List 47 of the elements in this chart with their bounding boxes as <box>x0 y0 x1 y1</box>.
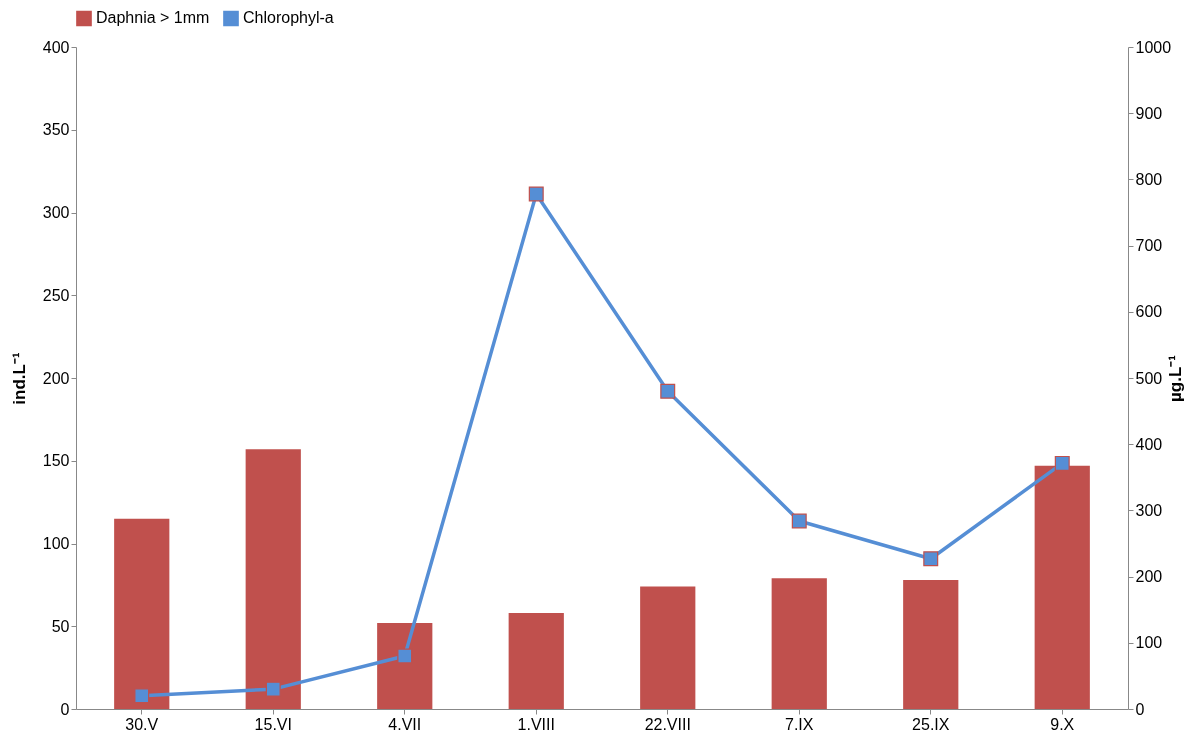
y2-tick-label: 1000 <box>1135 38 1172 56</box>
y-tick-label: 0 <box>60 700 70 718</box>
y2-tick-label: 100 <box>1135 634 1163 652</box>
legend-label: Chlorophyl-a <box>243 9 334 27</box>
y-tick-label: 100 <box>42 535 70 552</box>
y2-tick-label: 300 <box>1135 501 1163 519</box>
x-tick-label: 25.IX <box>912 715 950 733</box>
y2-tick-label: 800 <box>1135 170 1163 188</box>
y-tick-label: 350 <box>42 121 70 139</box>
x-tick-label: 22.VIII <box>644 715 691 733</box>
bar <box>114 518 170 709</box>
point <box>528 186 544 202</box>
x-tick-label: 30.V <box>125 715 159 733</box>
bar <box>245 449 301 709</box>
y2-tick-label: 200 <box>1135 568 1163 586</box>
y2-tick-label: 400 <box>1135 435 1163 453</box>
legend-label: Daphnia > 1mm <box>96 9 210 27</box>
y-tick-label: 250 <box>42 286 70 304</box>
y-tick-label: 200 <box>42 369 70 387</box>
y-tick-label: 150 <box>42 452 70 470</box>
y-tick-label: 400 <box>42 38 70 56</box>
point <box>923 551 939 567</box>
point <box>791 513 807 529</box>
point <box>397 648 413 664</box>
y2-tick-label: 0 <box>1135 700 1145 718</box>
y2-tick-label: 500 <box>1135 369 1163 387</box>
y2-tick-label: 600 <box>1135 303 1163 321</box>
bar <box>771 578 827 709</box>
y2-tick-label: 700 <box>1135 237 1163 255</box>
x-tick-label: 7.IX <box>785 715 814 733</box>
point <box>660 383 676 399</box>
bar <box>903 579 959 709</box>
point <box>265 681 281 697</box>
point <box>1054 455 1070 471</box>
y2-axis-title: µg.L⁻¹ <box>1166 354 1186 402</box>
x-tick-label: 1.VIII <box>517 715 555 733</box>
y-tick-label: 300 <box>42 204 70 221</box>
y-tick-label: 50 <box>51 617 70 635</box>
bar <box>640 586 696 709</box>
point <box>134 688 150 704</box>
x-tick-label: 9.X <box>1050 715 1075 733</box>
x-tick-label: 15.VI <box>254 715 292 733</box>
bar <box>377 622 433 709</box>
bar <box>508 613 564 709</box>
y2-tick-label: 900 <box>1135 104 1163 122</box>
x-tick-label: 4.VII <box>388 715 422 733</box>
y-axis-title: ind.L⁻¹ <box>9 352 29 405</box>
